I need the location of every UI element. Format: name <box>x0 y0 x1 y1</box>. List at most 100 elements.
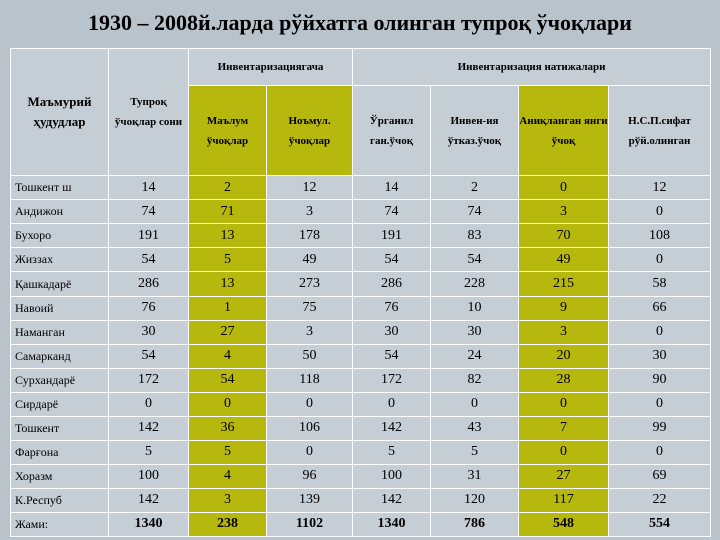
cell: 74 <box>430 199 520 225</box>
cell: 31 <box>430 463 520 489</box>
cell: 3 <box>518 319 610 345</box>
cell: 5 <box>188 247 267 273</box>
cell: 90 <box>608 367 712 393</box>
row: Сурхандарё 172 54 118 172 82 28 90 <box>10 367 712 393</box>
cell: Хоразм <box>10 463 109 489</box>
cell: 191 <box>352 223 432 249</box>
cell: 7 <box>518 415 610 441</box>
cell: 54 <box>352 247 432 273</box>
cell: 286 <box>352 271 432 297</box>
cell: 27 <box>518 463 610 489</box>
row: К.Респуб 142 3 139 142 120 117 22 <box>10 487 712 513</box>
row: Андижон 74 71 3 74 74 3 0 <box>10 199 712 225</box>
cell: 30 <box>608 343 712 369</box>
cell: 0 <box>430 391 520 417</box>
cell: 30 <box>430 319 520 345</box>
cell: 215 <box>518 271 610 297</box>
cell: 0 <box>608 319 712 345</box>
cell: 75 <box>265 295 354 321</box>
cell: 43 <box>430 415 520 441</box>
cell: 786 <box>430 511 520 538</box>
cell: 4 <box>188 343 267 369</box>
cell: Ноъмул. ўчоқлар <box>265 84 354 177</box>
cell: 1340 <box>352 511 432 538</box>
cell: Сирдарё <box>10 391 109 417</box>
cell: 100 <box>108 463 189 489</box>
row: Жиззах 54 5 49 54 54 49 0 <box>10 247 712 273</box>
cell: 76 <box>108 295 189 321</box>
cell: 4 <box>188 463 267 489</box>
cell: 27 <box>188 319 267 345</box>
cell: 554 <box>608 511 712 538</box>
cell: 76 <box>352 295 432 321</box>
cell: 191 <box>108 223 189 249</box>
cell: 142 <box>352 415 432 441</box>
row: Тошкент 142 36 106 142 43 7 99 <box>10 415 712 441</box>
cell: Самарканд <box>10 343 109 369</box>
cell: 49 <box>518 247 610 273</box>
cell: 58 <box>608 271 712 297</box>
cell: 548 <box>518 511 610 538</box>
cell: 5 <box>188 439 267 465</box>
cell: 70 <box>518 223 610 249</box>
cell: 83 <box>430 223 520 249</box>
cell: Маълум ўчоқлар <box>188 84 267 177</box>
cell: 273 <box>265 271 354 297</box>
cell: 0 <box>608 199 712 225</box>
header-cell: Инвентаризациягача <box>187 48 354 86</box>
cell: Тошкент <box>10 415 109 441</box>
cell: 0 <box>518 391 610 417</box>
row: Жами: 1340 238 1102 1340 786 548 554 <box>10 511 712 538</box>
cell: 54 <box>430 247 520 273</box>
cell: 54 <box>108 247 189 273</box>
cell: 96 <box>265 463 354 489</box>
cell: Жами: <box>10 511 109 538</box>
header-cell: Инвентаризация натижалари <box>352 48 712 86</box>
cell: 54 <box>108 343 189 369</box>
cell: 12 <box>265 175 354 201</box>
cell: 172 <box>108 367 189 393</box>
cell: 24 <box>430 343 520 369</box>
cell: 100 <box>352 463 432 489</box>
cell: 118 <box>265 367 354 393</box>
cell: 69 <box>608 463 712 489</box>
title: 1930 – 2008й.ларда рўйхатга олинган тупр… <box>88 10 632 35</box>
cell: 28 <box>518 367 610 393</box>
cell: 0 <box>518 175 610 201</box>
cell: 9 <box>518 295 610 321</box>
cell: 13 <box>188 271 267 297</box>
cell: Жиззах <box>10 247 109 273</box>
cell: 20 <box>518 343 610 369</box>
cell: 0 <box>265 439 354 465</box>
cell: Тошкент ш <box>10 175 109 201</box>
cell: 2 <box>430 175 520 201</box>
row: Самарканд 54 4 50 54 24 20 30 <box>10 343 712 369</box>
row: Наманган 30 27 3 30 30 3 0 <box>10 319 712 345</box>
cell: Наманган <box>10 319 109 345</box>
cell: 1340 <box>108 511 189 538</box>
cell: Навоий <box>10 295 109 321</box>
cell: 74 <box>108 199 189 225</box>
cell: 5 <box>430 439 520 465</box>
cell: 238 <box>188 511 267 538</box>
cell: 50 <box>265 343 354 369</box>
cell: 1102 <box>265 511 354 538</box>
cell: 30 <box>352 319 432 345</box>
cell: 172 <box>352 367 432 393</box>
cell: Н.С.П.сифат рўй.олинган <box>608 84 712 177</box>
cell: 0 <box>518 439 610 465</box>
cell: 54 <box>352 343 432 369</box>
data-table: Маъмурий ҳудудлар Тупроқ ўчоқлар сони Ин… <box>10 47 712 538</box>
cell: 142 <box>108 415 189 441</box>
cell: 36 <box>188 415 267 441</box>
cell: 120 <box>430 487 520 513</box>
cell: 82 <box>430 367 520 393</box>
cell: 10 <box>430 295 520 321</box>
cell: 1 <box>188 295 267 321</box>
cell: 0 <box>108 391 189 417</box>
cell: 14 <box>352 175 432 201</box>
row: Тошкент ш 14 2 12 14 2 0 12 <box>10 175 712 201</box>
cell: Қашкадарё <box>10 271 109 297</box>
header-cell: Маъмурий ҳудудлар <box>10 47 109 177</box>
